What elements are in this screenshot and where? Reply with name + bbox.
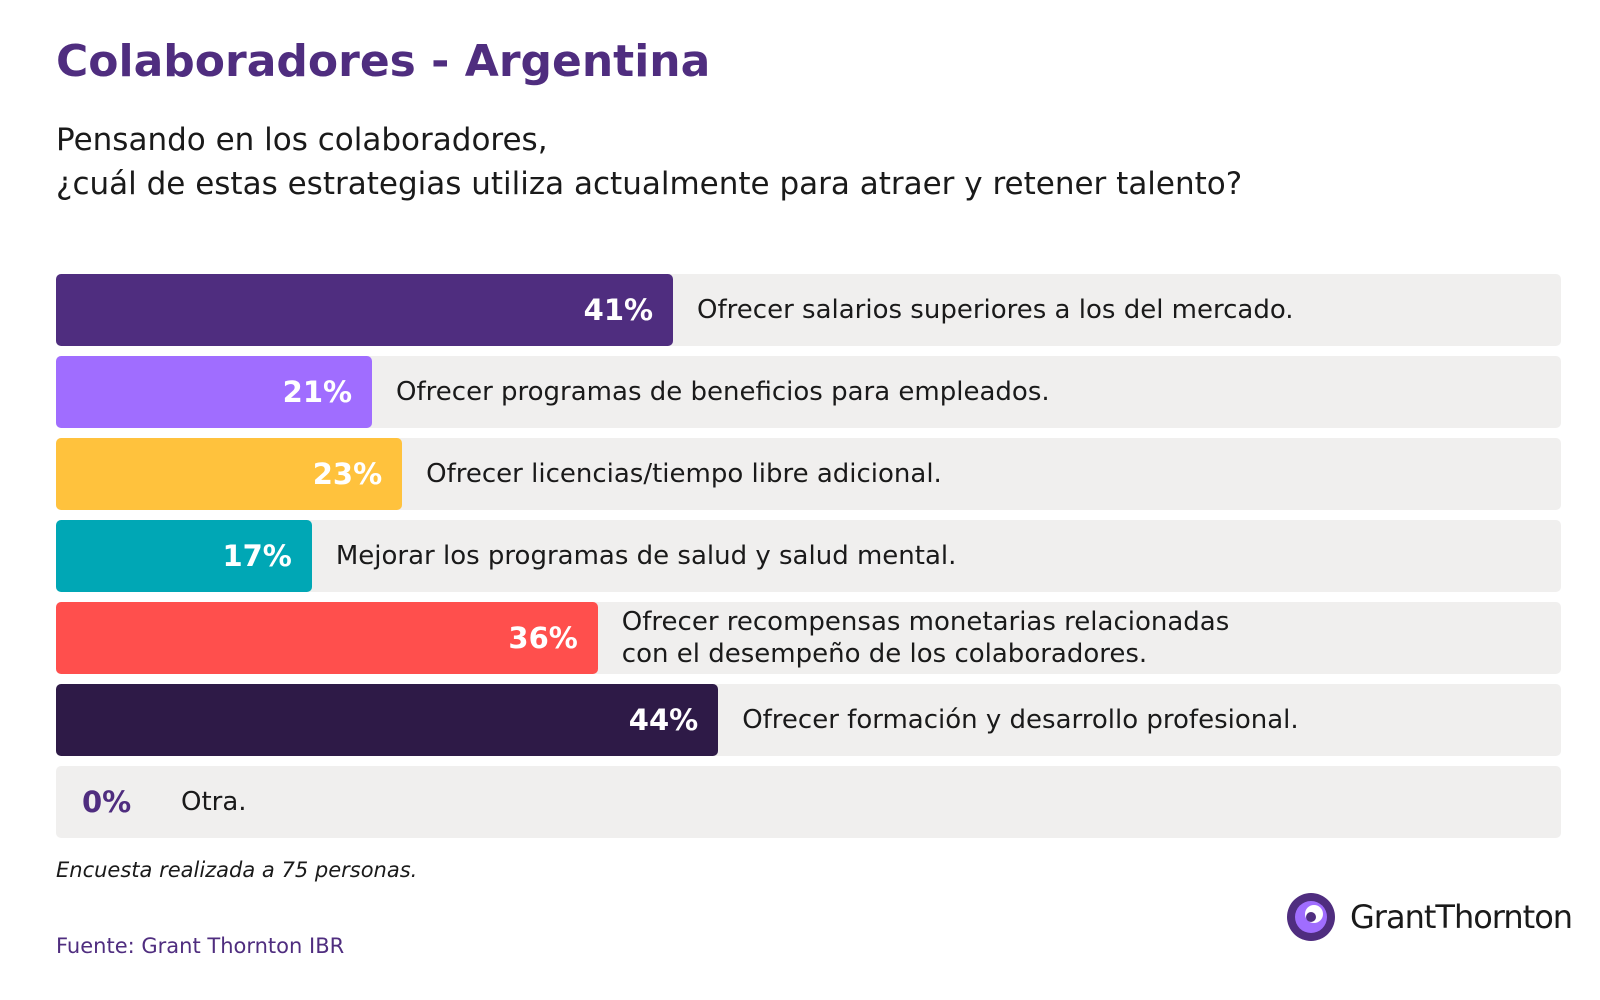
bar-track: 36% Ofrecer recompensas monetarias relaci… — [56, 602, 1561, 674]
bar — [56, 274, 674, 346]
bar-track: 23% Ofrecer licencias/tiempo libre adicio… — [56, 438, 1561, 510]
category-label: Mejorar los programas de salud y salud m… — [335, 541, 957, 571]
logo-text: GrantThornton — [1350, 898, 1573, 936]
subtitle-line: ¿cuál de estas estrategias utiliza actua… — [56, 166, 1243, 202]
bar-track: 44% Ofrecer formación y desarrollo profes… — [56, 684, 1561, 756]
bar-track: 17% Mejorar los programas de salud y salu… — [56, 520, 1561, 592]
bar-track: 0% Otra. — [56, 766, 1561, 838]
category-label: Ofrecer formación y desarrollo profesion… — [742, 705, 1299, 735]
category-label: Ofrecer licencias/tiempo libre adicional… — [426, 459, 942, 489]
value-label: 36% — [508, 621, 578, 655]
value-label: 21% — [282, 375, 353, 409]
category-label: Otra. — [181, 787, 247, 817]
chart-title: Colaboradores - Argentina — [56, 36, 711, 87]
bar — [56, 520, 312, 592]
bar-track: 41% Ofrecer salarios superiores a los del… — [56, 274, 1561, 346]
value-label: 44% — [628, 703, 699, 737]
bar — [56, 356, 373, 428]
bar — [56, 438, 403, 510]
bar — [56, 602, 598, 674]
category-label: Ofrecer programas de beneficios para emp… — [396, 377, 1050, 407]
subtitle-line: Pensando en los colaboradores, — [56, 122, 548, 158]
bar — [56, 684, 719, 756]
note: Encuesta realizada a 75 personas. — [56, 858, 418, 882]
value-label: 17% — [222, 539, 292, 573]
source: Fuente: Grant Thornton IBR — [56, 934, 345, 958]
category-label: Ofrecer salarios superiores a los del me… — [697, 295, 1294, 325]
value-label: 41% — [583, 293, 654, 327]
bar-track: 21% Ofrecer programas de beneficios para … — [56, 356, 1561, 428]
logo-icon — [1287, 893, 1335, 941]
value-label: 0% — [82, 785, 132, 819]
category-label: Ofrecer recompensas monetarias relaciona… — [621, 607, 1230, 669]
value-label: 23% — [312, 457, 383, 491]
subtitle: Pensando en los colaboradores, ¿cuál de … — [56, 118, 1242, 206]
